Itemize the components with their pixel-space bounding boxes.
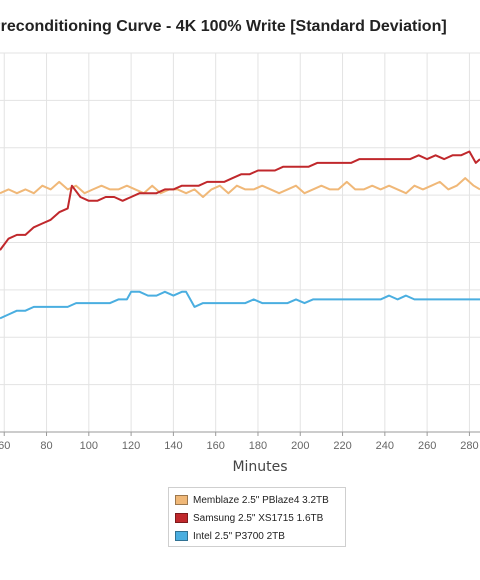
gridlines (0, 52, 480, 433)
series-lines (0, 150, 480, 320)
x-tick-label: 100 (80, 440, 98, 452)
series-line-1 (0, 150, 480, 251)
legend-swatch (175, 531, 188, 541)
legend: Memblaze 2.5" PBlaze4 3.2TB Samsung 2.5" … (168, 487, 346, 547)
series-line-2 (0, 290, 480, 320)
legend-swatch (175, 495, 188, 505)
x-axis-label: Minutes (232, 459, 288, 475)
series-line-0 (0, 177, 480, 198)
x-tick-label: 80 (40, 440, 52, 452)
legend-item[interactable]: Intel 2.5" P3700 2TB (175, 527, 339, 545)
legend-item[interactable]: Samsung 2.5" XS1715 1.6TB (175, 509, 339, 527)
x-tick-label: 280 (460, 440, 478, 452)
legend-label: Samsung 2.5" XS1715 1.6TB (193, 512, 324, 524)
x-tick-label: 240 (376, 440, 394, 452)
x-tick-label: 160 (207, 440, 225, 452)
x-tick-labels: 60 80 100 120 140 160 180 200 220 240 260 280 (0, 432, 479, 452)
x-tick-label: 60 (0, 440, 10, 452)
legend-label: Memblaze 2.5" PBlaze4 3.2TB (193, 494, 329, 506)
x-tick-label: 200 (291, 440, 309, 452)
x-tick-label: 180 (249, 440, 267, 452)
x-tick-label: 220 (333, 440, 351, 452)
x-tick-label: 140 (164, 440, 182, 452)
x-tick-label: 120 (122, 440, 140, 452)
chart-title: Preconditioning Curve - 4K 100% Write [S… (0, 18, 447, 35)
legend-label: Intel 2.5" P3700 2TB (193, 530, 285, 542)
x-tick-label: 260 (418, 440, 436, 452)
legend-item[interactable]: Memblaze 2.5" PBlaze4 3.2TB (175, 491, 339, 509)
legend-swatch (175, 513, 188, 523)
